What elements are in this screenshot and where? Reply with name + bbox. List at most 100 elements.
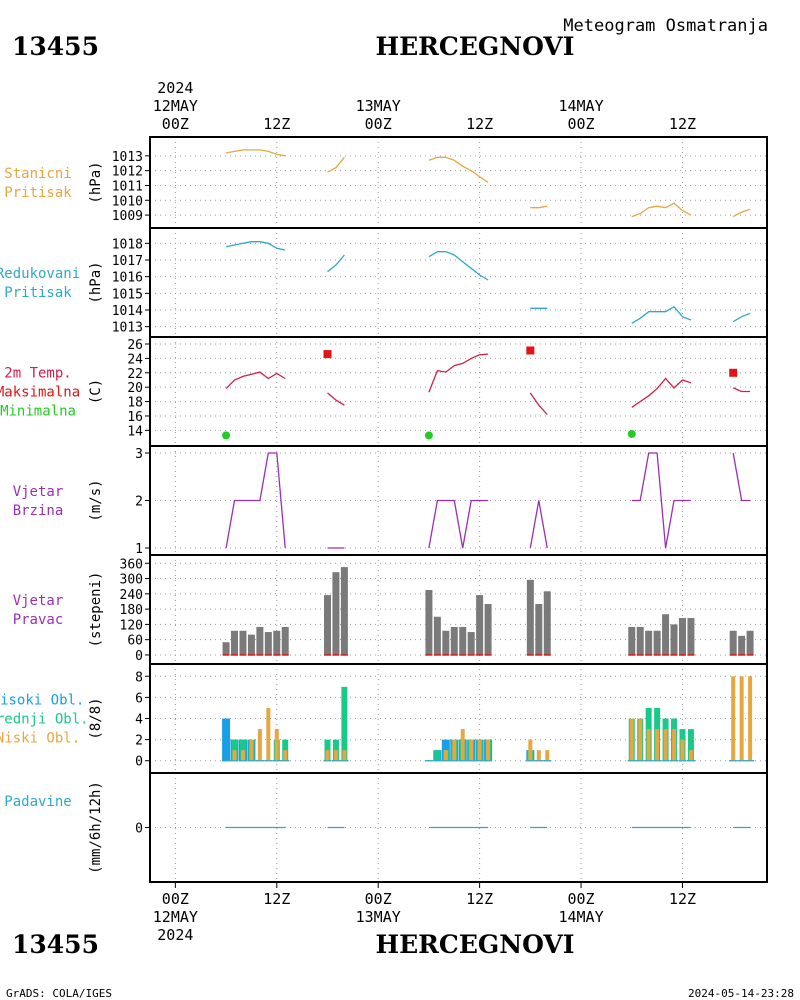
wind-direction-bar bbox=[678, 618, 686, 655]
series-line bbox=[732, 387, 751, 393]
y-tick-label: 360 bbox=[120, 557, 143, 572]
series-line bbox=[732, 312, 751, 323]
date-label: 13MAY bbox=[356, 908, 401, 926]
y-tick-label: 1011 bbox=[112, 179, 143, 194]
y-tick-label: 3 bbox=[135, 447, 143, 462]
series-line bbox=[631, 202, 692, 218]
y-tick-label: 20 bbox=[127, 381, 143, 396]
series-line bbox=[327, 392, 345, 406]
panel-label-line: 2m Temp. bbox=[4, 366, 71, 382]
y-tick-label: 1009 bbox=[112, 209, 143, 224]
panel-label-line: Niski Obl. bbox=[0, 731, 80, 747]
y-tick-label: 6 bbox=[135, 691, 143, 706]
cloud-bar bbox=[274, 729, 279, 761]
y-tick-label: 18 bbox=[127, 396, 143, 411]
y-tick-label: 1015 bbox=[112, 287, 143, 302]
y-axis-label: (hPa) bbox=[88, 261, 104, 303]
cloud-bar bbox=[257, 729, 262, 761]
y-tick-label: 0 bbox=[135, 649, 143, 664]
date-label: 14MAY bbox=[558, 97, 603, 115]
wind-direction-bar bbox=[476, 595, 484, 655]
y-tick-label: 4 bbox=[135, 713, 143, 728]
series-line bbox=[530, 205, 548, 209]
y-tick-label: 0 bbox=[135, 755, 143, 770]
panel-clouds: 0 2 4 6 8 (8/8)Visoki Obl. Srednji Obl. Niski O… bbox=[0, 663, 768, 774]
series-line bbox=[428, 353, 489, 393]
station-name-top: HERCEGNOVI bbox=[375, 32, 574, 61]
y-tick-label: 0 bbox=[135, 822, 143, 837]
panel-label-line: Maksimalna bbox=[0, 385, 80, 401]
cloud-bar bbox=[332, 739, 339, 761]
tmax-marker bbox=[323, 350, 332, 359]
wind-direction-bar bbox=[231, 630, 239, 655]
date-label: 14MAY bbox=[558, 908, 603, 926]
time-tick-label: 12Z bbox=[466, 890, 493, 908]
year-label: 2024 bbox=[157, 926, 193, 944]
panel-label-line: Visoki Obl. bbox=[0, 693, 84, 709]
y-tick-label: 1010 bbox=[112, 194, 143, 209]
y-tick-label: 8 bbox=[135, 670, 143, 685]
cloud-bar bbox=[469, 739, 474, 761]
date-label: 13MAY bbox=[356, 97, 401, 115]
tmax-marker bbox=[729, 368, 738, 377]
series-line bbox=[225, 241, 286, 251]
cloud-bar bbox=[680, 739, 685, 761]
y-axis-label: (8/8) bbox=[88, 697, 104, 739]
wind-direction-bar bbox=[653, 630, 661, 655]
series-line bbox=[732, 452, 751, 502]
cloud-bar bbox=[282, 739, 289, 761]
cloud-bar bbox=[638, 718, 643, 761]
footer-timestamp: 2024-05-14-23:28 bbox=[688, 987, 794, 1000]
time-tick-label: 00Z bbox=[365, 890, 392, 908]
series-line bbox=[428, 499, 489, 549]
panel-frame bbox=[149, 336, 768, 447]
y-tick-label: 180 bbox=[120, 603, 143, 618]
time-tick-label: 12Z bbox=[263, 115, 290, 133]
y-axis-label: (C) bbox=[88, 379, 104, 404]
y-tick-label: 240 bbox=[120, 588, 143, 603]
cloud-bar bbox=[688, 750, 693, 761]
product-title: Meteogram Osmatranja bbox=[563, 16, 768, 36]
y-tick-label: 22 bbox=[127, 367, 143, 382]
wind-direction-bar bbox=[332, 572, 340, 655]
cloud-bar bbox=[342, 750, 347, 761]
station-id-top: 13455 bbox=[12, 32, 99, 61]
cloud-bar bbox=[629, 718, 634, 761]
cloud-bar bbox=[739, 676, 744, 761]
y-tick-label: 60 bbox=[127, 634, 143, 649]
cloud-bar bbox=[443, 750, 448, 761]
wind-direction-bar bbox=[535, 604, 543, 655]
wind-direction-bar bbox=[340, 567, 348, 655]
wind-direction-bar bbox=[273, 630, 281, 655]
cloud-bar bbox=[655, 729, 660, 761]
panel-label-line: Redukovani bbox=[0, 266, 80, 282]
wind-direction-bar bbox=[450, 626, 458, 655]
cloud-bar bbox=[283, 750, 288, 761]
wind-direction-bar bbox=[738, 635, 746, 655]
wind-direction-bar bbox=[662, 614, 670, 655]
wind-direction-bar bbox=[433, 616, 441, 655]
panel-label-line: Padavine bbox=[4, 794, 71, 810]
series-line bbox=[225, 149, 286, 157]
time-tick-label: 12Z bbox=[669, 890, 696, 908]
series-line bbox=[631, 305, 692, 324]
y-tick-label: 2 bbox=[135, 734, 143, 749]
cloud-bar bbox=[333, 750, 338, 761]
y-axis-label: (hPa) bbox=[88, 161, 104, 203]
panel-label-line: Pravac bbox=[13, 612, 64, 628]
tmin-marker bbox=[222, 431, 231, 440]
y-tick-label: 1013 bbox=[112, 321, 143, 336]
cloud-bar bbox=[266, 707, 271, 761]
cloud-bar bbox=[239, 739, 246, 761]
y-tick-label: 120 bbox=[120, 618, 143, 633]
date-label: 12MAY bbox=[153, 97, 198, 115]
y-tick-label: 1018 bbox=[112, 237, 143, 252]
y-tick-label: 1014 bbox=[112, 304, 143, 319]
panel-label-line: Vjetar bbox=[13, 593, 64, 609]
cloud-bar bbox=[460, 729, 465, 761]
series-line bbox=[529, 500, 548, 549]
